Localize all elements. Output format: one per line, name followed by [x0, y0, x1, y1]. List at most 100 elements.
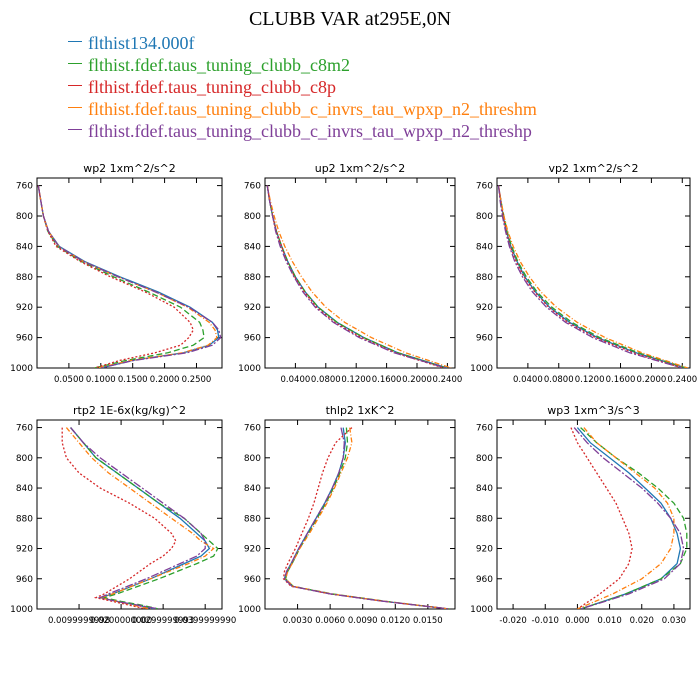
plot-frame — [496, 177, 691, 369]
y-tick-label: 880 — [476, 514, 493, 524]
legend-label: flthist134.000f — [88, 33, 195, 53]
y-tick-label: 880 — [244, 273, 261, 283]
y-tick-label: 760 — [476, 182, 493, 192]
x-tick-label: 0.0800 — [544, 375, 574, 385]
y-tick-label: 800 — [16, 454, 33, 464]
y-tick-label: 960 — [244, 334, 261, 344]
x-tick-label: 0.0299999993 — [132, 616, 194, 626]
series-line — [65, 427, 215, 609]
y-tick-label: 1000 — [10, 605, 33, 615]
y-tick-label: 760 — [244, 182, 261, 192]
legend-entry: flthist.fdef.taus_tuning_clubb_c8m2 — [68, 54, 537, 76]
y-tick-label: 760 — [16, 424, 33, 434]
subplot-title: vp2 1xm^2/s^2 — [548, 162, 638, 175]
x-tick-label: 0.0060 — [315, 616, 345, 626]
legend-swatch — [68, 85, 82, 87]
y-tick-label: 960 — [476, 575, 493, 585]
plot-frame — [36, 419, 223, 610]
x-tick-label: 0.1600 — [372, 375, 402, 385]
x-tick-label: 0.0500 — [54, 375, 84, 385]
y-tick-label: 880 — [244, 514, 261, 524]
subplot: vp2 1xm^2/s^2 760 800 840 880 920 960 1000 0.040… — [470, 162, 697, 385]
y-tick-label: 760 — [16, 182, 33, 192]
series-line — [70, 427, 206, 609]
y-tick-label: 960 — [16, 334, 33, 344]
y-tick-label: 800 — [16, 212, 33, 222]
y-tick-label: 800 — [476, 454, 493, 464]
legend-entry: flthist.fdef.taus_tuning_clubb_c8p — [68, 76, 537, 98]
legend-swatch — [68, 129, 82, 131]
y-tick-label: 880 — [476, 273, 493, 283]
legend-label: flthist.fdef.taus_tuning_clubb_c8m2 — [88, 55, 350, 75]
x-tick-label: 0.1000 — [86, 375, 116, 385]
x-tick-label: 0.020 — [630, 616, 654, 626]
x-tick-label: 0.010 — [597, 616, 621, 626]
series-line — [284, 427, 450, 609]
series-line — [266, 185, 447, 368]
series-line — [497, 185, 683, 368]
plot-frame — [264, 419, 456, 610]
y-tick-label: 960 — [244, 575, 261, 585]
y-tick-label: 1000 — [470, 364, 493, 374]
x-tick-label: 0.0400 — [281, 375, 311, 385]
y-tick-label: 760 — [244, 424, 261, 434]
x-tick-label: 0.030 — [662, 616, 686, 626]
x-tick-label: 0.0099999998 — [48, 616, 110, 626]
series-line — [70, 427, 219, 609]
x-tick-label: 0.0399999990 — [174, 616, 236, 626]
x-tick-label: 0.2000 — [402, 375, 432, 385]
series-line — [576, 427, 682, 609]
y-tick-label: 920 — [244, 545, 261, 555]
series-line — [283, 427, 450, 609]
y-tick-label: 840 — [476, 484, 493, 494]
subplot-title: rtp2 1E-6x(kg/kg)^2 — [73, 404, 186, 417]
series-line — [497, 185, 688, 368]
y-tick-label: 1000 — [238, 605, 261, 615]
legend-swatch — [68, 63, 82, 65]
series-line — [497, 185, 687, 368]
y-tick-label: 880 — [16, 514, 33, 524]
x-tick-label: 0.2400 — [667, 375, 697, 385]
x-tick-label: 0.0800 — [311, 375, 341, 385]
plot-frame — [264, 177, 456, 369]
legend: flthist134.000f flthist.fdef.taus_tuning… — [68, 32, 537, 142]
x-tick-label: 0.0400 — [513, 375, 543, 385]
y-tick-label: 760 — [476, 424, 493, 434]
legend-swatch — [68, 107, 82, 109]
x-tick-label: 0.2500 — [182, 375, 212, 385]
series-line — [37, 185, 195, 368]
legend-entry: flthist134.000f — [68, 32, 537, 54]
y-tick-label: 840 — [16, 242, 33, 252]
y-tick-label: 1000 — [470, 605, 493, 615]
subplot: rtp2 1E-6x(kg/kg)^2 760 800 840 880 920 960 100… — [10, 404, 236, 626]
series-line — [577, 427, 675, 609]
x-tick-label: 0.000 — [565, 616, 589, 626]
series-line — [37, 185, 222, 368]
y-tick-label: 1000 — [238, 364, 261, 374]
series-line — [283, 427, 450, 609]
x-tick-label: -0.010 — [532, 616, 559, 626]
x-tick-label: 0.2000 — [150, 375, 180, 385]
x-tick-label: 0.1200 — [575, 375, 605, 385]
y-tick-label: 800 — [244, 212, 261, 222]
plot-frame — [496, 419, 691, 610]
y-tick-label: 840 — [244, 484, 261, 494]
y-tick-label: 840 — [16, 484, 33, 494]
subplot-title: up2 1xm^2/s^2 — [315, 162, 406, 175]
subplot: up2 1xm^2/s^2 760 800 840 880 920 960 1000 0.040… — [238, 162, 462, 385]
legend-label: flthist.fdef.taus_tuning_clubb_c8p — [88, 77, 336, 97]
series-line — [266, 185, 452, 368]
y-tick-label: 960 — [16, 575, 33, 585]
x-tick-label: 0.0030 — [283, 616, 313, 626]
subplot-title: wp3 1xm^3/s^3 — [547, 404, 640, 417]
y-tick-label: 920 — [244, 303, 261, 313]
legend-label: flthist.fdef.taus_tuning_clubb_c_invrs_t… — [88, 121, 532, 141]
x-tick-label: 0.0090 — [348, 616, 378, 626]
legend-swatch — [68, 41, 82, 43]
y-tick-label: 840 — [244, 242, 261, 252]
y-tick-label: 920 — [16, 545, 33, 555]
y-tick-label: 1000 — [10, 364, 33, 374]
legend-label: flthist.fdef.taus_tuning_clubb_c_invrs_t… — [88, 99, 537, 119]
plot-frame — [36, 177, 223, 369]
